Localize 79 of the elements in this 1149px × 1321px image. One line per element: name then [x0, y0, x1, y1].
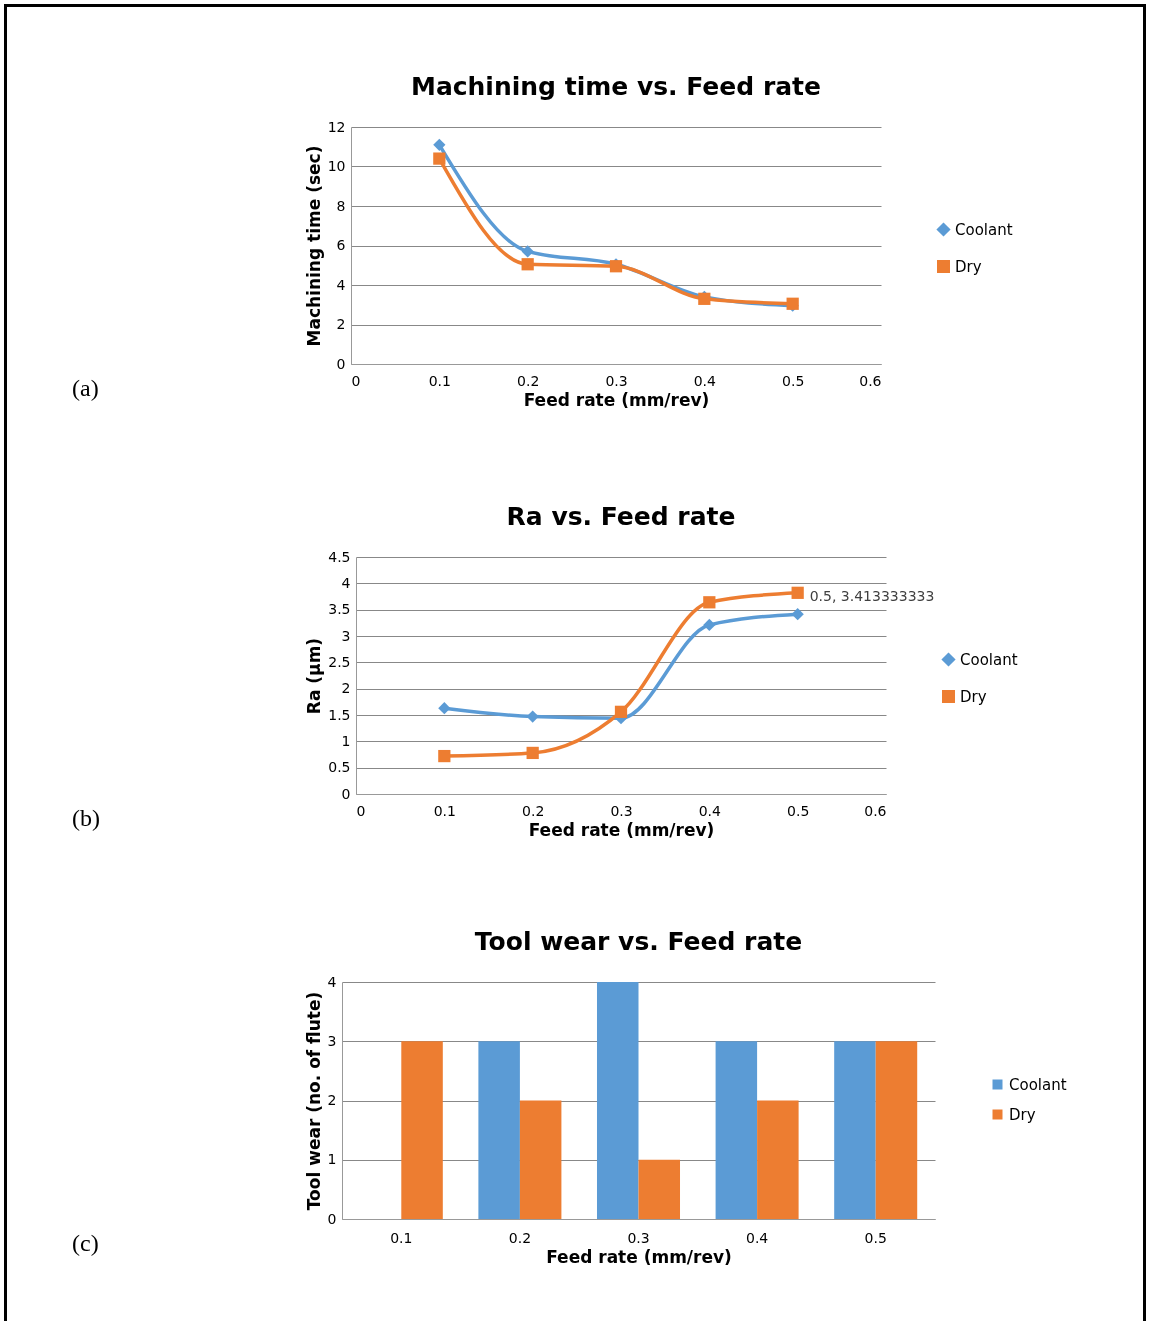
x-tick-label: 0.4: [698, 802, 722, 819]
bar: [715, 1041, 758, 1219]
chart-title: Ra vs. Feed rate: [506, 502, 736, 531]
y-tick-label: 2: [336, 316, 346, 332]
point: [433, 138, 446, 151]
x-tick-label: 0.4: [745, 1229, 769, 1246]
bar: [834, 1041, 876, 1219]
x-tick-label: 0.1: [433, 802, 456, 819]
text: (b): [72, 805, 100, 832]
x-tick-label: 0.1: [390, 1229, 413, 1246]
legend-label: Coolant: [955, 220, 1013, 239]
y-tick-label: 3.5: [328, 601, 351, 618]
text: (c): [72, 1230, 99, 1257]
x-tick-label: 0.5: [782, 372, 805, 389]
y-tick-label: 6: [336, 237, 346, 253]
y-axis-title: Ra (µm): [304, 637, 325, 715]
y-tick-label: 8: [336, 197, 346, 214]
y-tick-label: 0: [327, 1210, 337, 1227]
point: [521, 258, 534, 271]
x-tick-label: 0.3: [610, 802, 633, 819]
y-tick-label: 2: [327, 1092, 337, 1108]
x-tick-label: 0.4: [693, 372, 717, 389]
chart-title: Tool wear vs. Feed rate: [474, 927, 803, 956]
y-tick-label: 4.5: [328, 548, 351, 565]
x-tick-label: 0.5: [787, 802, 810, 819]
x-tick-label: 0.1: [428, 372, 451, 389]
x-tick-label: 0.2: [522, 802, 545, 819]
bar: [519, 1100, 562, 1219]
y-tick-label: 1.5: [328, 706, 351, 723]
y-tick-label: 4: [336, 276, 346, 293]
y-tick-label: 2.5: [328, 653, 351, 670]
y-tick-label: 4: [341, 574, 351, 591]
y-tick-label: 0.5: [328, 759, 351, 776]
bar: [757, 1100, 799, 1219]
point: [703, 618, 716, 632]
point: [614, 705, 628, 718]
x-tick-label: 0.6: [859, 372, 882, 389]
bar: [875, 1041, 918, 1219]
y-axis-title: Machining time (sec): [303, 145, 324, 347]
point: [433, 152, 446, 165]
x-axis-title: Feed rate (mm/rev): [528, 819, 715, 840]
y-tick-label: 2: [341, 680, 351, 697]
y-tick-label: 10: [327, 158, 346, 174]
x-tick-label: 0.3: [627, 1229, 650, 1246]
bar: [401, 1041, 443, 1219]
y-tick-label: 4: [327, 973, 337, 990]
x-axis-title: Feed rate (mm/rev): [546, 1246, 732, 1267]
x-tick-label: 0.2: [508, 1229, 532, 1246]
legend-label: Dry: [960, 687, 987, 706]
bar: [638, 1159, 681, 1219]
bar: [596, 982, 639, 1219]
y-tick-label: 1: [341, 732, 351, 749]
y-tick-label: 0: [336, 355, 346, 372]
y-axis-title: Tool wear (no. of flute): [303, 991, 324, 1211]
point: [438, 702, 451, 715]
text: (a): [72, 375, 99, 402]
point: [791, 586, 804, 599]
x-axis-title: Feed rate (mm/rev): [523, 389, 710, 410]
y-tick-label: 3: [327, 1032, 337, 1049]
annotation: 0.5, 3.413333333: [809, 588, 935, 605]
y-tick-label: 1: [327, 1151, 337, 1168]
legend-label: Dry: [955, 257, 982, 276]
y-tick-label: 3: [341, 627, 351, 644]
point: [526, 746, 539, 760]
point: [703, 596, 716, 609]
x-tick-label: 0: [356, 802, 366, 819]
legend-label: Coolant: [960, 650, 1018, 669]
x-tick-label: 0.2: [517, 372, 540, 389]
x-tick-label: 0.3: [605, 372, 628, 389]
point: [438, 749, 451, 763]
legend-label: Dry: [1009, 1105, 1036, 1124]
bar: [478, 1041, 520, 1219]
x-tick-label: 0.5: [864, 1229, 887, 1246]
chart-title: Machining time vs. Feed rate: [411, 72, 821, 101]
point: [521, 245, 534, 258]
x-tick-label: 0.6: [864, 802, 887, 819]
y-tick-label: 12: [327, 118, 346, 135]
legend-label: Coolant: [1009, 1075, 1067, 1094]
y-tick-label: 0: [341, 785, 351, 802]
